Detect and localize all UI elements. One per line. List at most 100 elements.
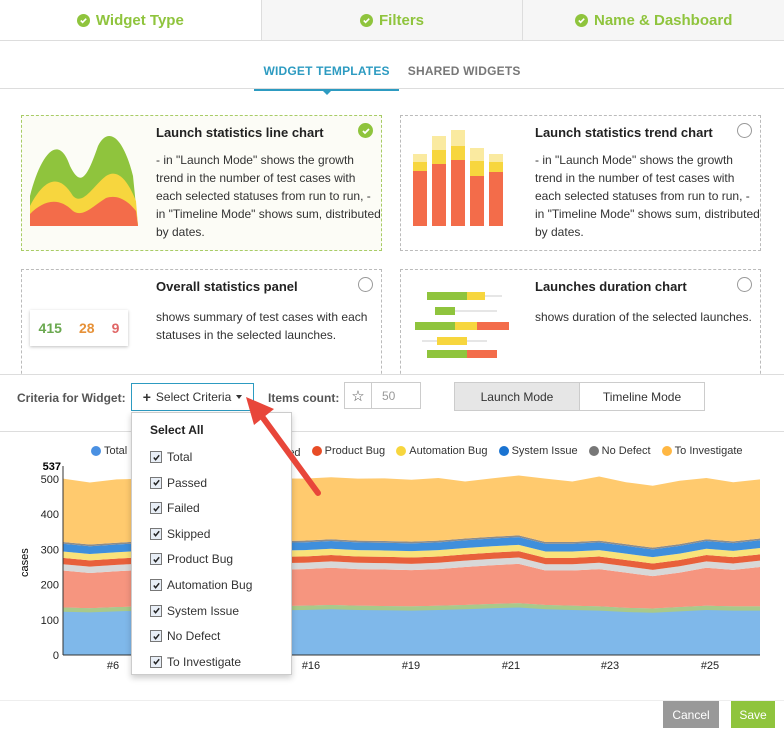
legend-item[interactable]: Total [91,445,127,457]
criteria-option[interactable]: Total [150,448,192,466]
check-icon [360,13,373,27]
y-max-label: 537 [43,461,61,473]
x-tick-label: #25 [701,660,719,672]
y-tick-label: 100 [41,615,59,627]
legend-item[interactable]: To Investigate [661,445,743,457]
y-tick-label: 200 [41,580,59,592]
step-name-dashboard[interactable]: Name & Dashboard [523,0,784,40]
star-icon[interactable]: ☆ [344,382,372,409]
trend-chart-thumbnail [413,130,503,226]
template-overall-panel[interactable]: 415 28 9 Overall statistics panel shows … [21,269,382,374]
criteria-option[interactable]: No Defect [150,627,220,645]
legend-dot [396,446,407,456]
template-title: Launch statistics trend chart [535,125,713,140]
template-title: Launch statistics line chart [156,125,324,140]
checkbox-checked-icon[interactable] [150,451,162,463]
items-count-label: Items count: [268,391,340,405]
criteria-option-label: System Issue [167,603,240,618]
select-criteria-label: Select Criteria [155,390,232,404]
wizard-steps: Widget Type Filters Name & Dashboard [0,0,784,41]
legend-label: No Defect [601,445,651,457]
save-button[interactable]: Save [731,701,775,728]
template-desc: shows duration of the selected launches. [535,310,752,324]
template-radio[interactable] [737,277,752,292]
timeline-mode-button[interactable]: Timeline Mode [579,382,705,411]
checkbox-checked-icon[interactable] [150,630,162,643]
criteria-option-label: Skipped [167,526,211,541]
legend-dot [311,446,322,456]
tab-widget-templates[interactable]: WIDGET TEMPLATES [254,58,399,95]
step-filters[interactable]: Filters [261,0,524,40]
legend-item[interactable]: Automation Bug [396,445,488,457]
criteria-option[interactable]: Passed [150,474,207,492]
checkbox-checked-icon[interactable] [150,553,162,566]
area-skipped [63,557,760,577]
checkbox-checked-icon[interactable] [150,502,162,515]
failed-count: 28 [78,320,95,336]
x-tick-label: #21 [502,660,520,672]
checkbox-checked-icon[interactable] [150,655,162,668]
x-tick-label: #19 [402,660,420,672]
selected-check-icon[interactable] [358,123,373,138]
legend-dot [91,446,101,456]
template-title: Launches duration chart [535,279,687,294]
y-tick-label: 0 [53,650,59,662]
duration-chart-thumbnail [415,292,509,358]
template-trend-chart[interactable]: Launch statistics trend chart - in "Laun… [400,115,761,251]
step-label: Filters [379,11,425,29]
criteria-option[interactable]: Product Bug [150,550,233,568]
select-all-option[interactable]: Select All [150,423,204,437]
criteria-option[interactable]: Skipped [150,525,210,543]
passed-count: 415 [38,320,62,336]
y-tick-label: 500 [41,474,59,486]
template-duration-chart[interactable]: Launches duration chart shows duration o… [400,269,761,374]
criteria-option-label: Total [167,450,193,464]
y-tick-label: 300 [41,544,59,556]
checkbox-checked-icon[interactable] [150,604,162,617]
step-widget-type[interactable]: Widget Type [0,0,262,40]
criteria-option-label: Automation Bug [167,578,253,592]
caret-down-icon [236,395,243,399]
x-tick-label: #6 [107,660,119,672]
criteria-option[interactable]: To Investigate [150,653,241,671]
cancel-button[interactable]: Cancel [663,701,719,728]
checkbox-checked-icon[interactable] [150,476,162,489]
legend-item[interactable]: System Issue [498,445,578,457]
items-count-input[interactable]: 50 [372,382,421,409]
panel-thumbnail: 415 28 9 [30,310,128,346]
chart-legend: Total ed Product Bug Automation Bug Syst… [91,445,751,459]
legend-item[interactable]: No Defect [588,445,651,457]
template-radio[interactable] [737,123,752,138]
tab-shared-widgets[interactable]: SHARED WIDGETS [407,64,521,78]
legend-label: System Issue [511,445,578,457]
templates-area: Launch statistics line chart - in "Launc… [0,88,784,374]
check-icon [574,13,588,27]
criteria-option[interactable]: Failed [150,499,200,517]
y-axis-title: cases [19,548,31,577]
launch-mode-button[interactable]: Launch Mode [454,382,580,411]
legend-label: To Investigate [674,445,743,457]
template-line-chart[interactable]: Launch statistics line chart - in "Launc… [21,115,382,251]
annotation-arrow-icon [246,397,321,496]
template-desc: shows summary of test cases with each st… [156,310,368,342]
step-label: Name & Dashboard [593,11,733,29]
template-tabs: WIDGET TEMPLATES SHARED WIDGETS [0,58,784,95]
criteria-bar: Criteria for Widget: + Select Criteria I… [0,374,784,432]
area-system-issue [63,537,760,558]
template-radio[interactable] [358,277,373,292]
select-criteria-button[interactable]: + Select Criteria [131,383,254,411]
criteria-option-label: Passed [167,475,208,490]
template-desc: - in "Launch Mode" shows the growth tren… [535,153,760,239]
area-no-defect [63,535,760,550]
criteria-option[interactable]: System Issue [150,602,239,620]
skipped-count: 9 [111,320,120,336]
area-product-bug [63,551,760,570]
chart-preview: Total ed Product Bug Automation Bug Syst… [0,432,784,700]
criteria-option[interactable]: Automation Bug [150,576,252,594]
x-tick-label: #16 [302,660,320,672]
checkbox-checked-icon[interactable] [150,527,162,540]
checkbox-checked-icon[interactable] [150,579,162,591]
plus-icon: + [142,389,151,405]
legend-item[interactable]: Product Bug [311,445,385,457]
